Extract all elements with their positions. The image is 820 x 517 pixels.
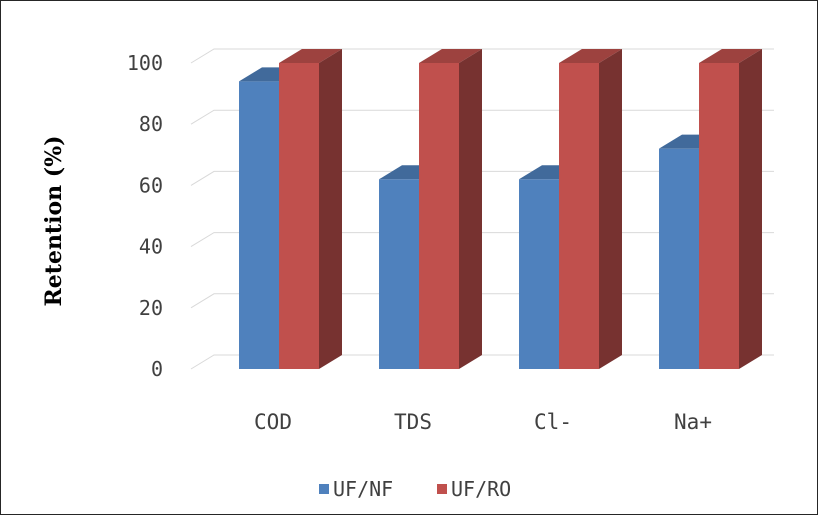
- legend-swatch: [437, 484, 447, 494]
- bar: [419, 49, 482, 369]
- bar-top: [699, 49, 762, 63]
- category-label: Na+: [674, 410, 712, 434]
- y-tick-label: 80: [139, 112, 163, 136]
- legend: UF/NF UF/RO: [319, 477, 511, 501]
- legend-item: UF/NF: [319, 477, 393, 501]
- bar-front: [559, 63, 599, 369]
- category-label: COD: [254, 410, 292, 434]
- bar-top: [559, 49, 622, 63]
- gridline: [190, 48, 774, 64]
- bar: [559, 49, 622, 369]
- legend-label: UF/RO: [451, 477, 511, 501]
- bar: [699, 49, 762, 369]
- bar-front: [659, 148, 699, 369]
- bar-front: [699, 63, 739, 369]
- bar-side: [319, 49, 342, 369]
- bar-side: [599, 49, 622, 369]
- bar-front: [379, 179, 419, 369]
- bar-top: [419, 49, 482, 63]
- y-tick-label: 0: [151, 357, 163, 381]
- legend-swatch: [319, 484, 329, 494]
- y-tick-label: 60: [139, 173, 163, 197]
- bar-front: [419, 63, 459, 369]
- y-tick-label: 20: [139, 296, 163, 320]
- legend-label: UF/NF: [333, 477, 393, 501]
- category-label: TDS: [394, 410, 432, 434]
- bar: [279, 49, 342, 369]
- category-labels: COD TDS Cl- Na+: [254, 410, 712, 434]
- legend-item: UF/RO: [437, 477, 511, 501]
- bars: [239, 49, 762, 370]
- bar-front: [239, 81, 279, 370]
- bar-top: [279, 49, 342, 63]
- bar-side: [739, 49, 762, 369]
- bar-front: [279, 63, 319, 369]
- y-tick-labels: 0 20 40 60 80 100: [127, 51, 163, 381]
- bar-front: [519, 179, 559, 369]
- bar-side: [459, 49, 482, 369]
- category-label: Cl-: [534, 410, 572, 434]
- y-axis-label: Retention (%): [41, 135, 67, 306]
- y-tick-label: 100: [127, 51, 163, 75]
- y-tick-label: 40: [139, 235, 163, 259]
